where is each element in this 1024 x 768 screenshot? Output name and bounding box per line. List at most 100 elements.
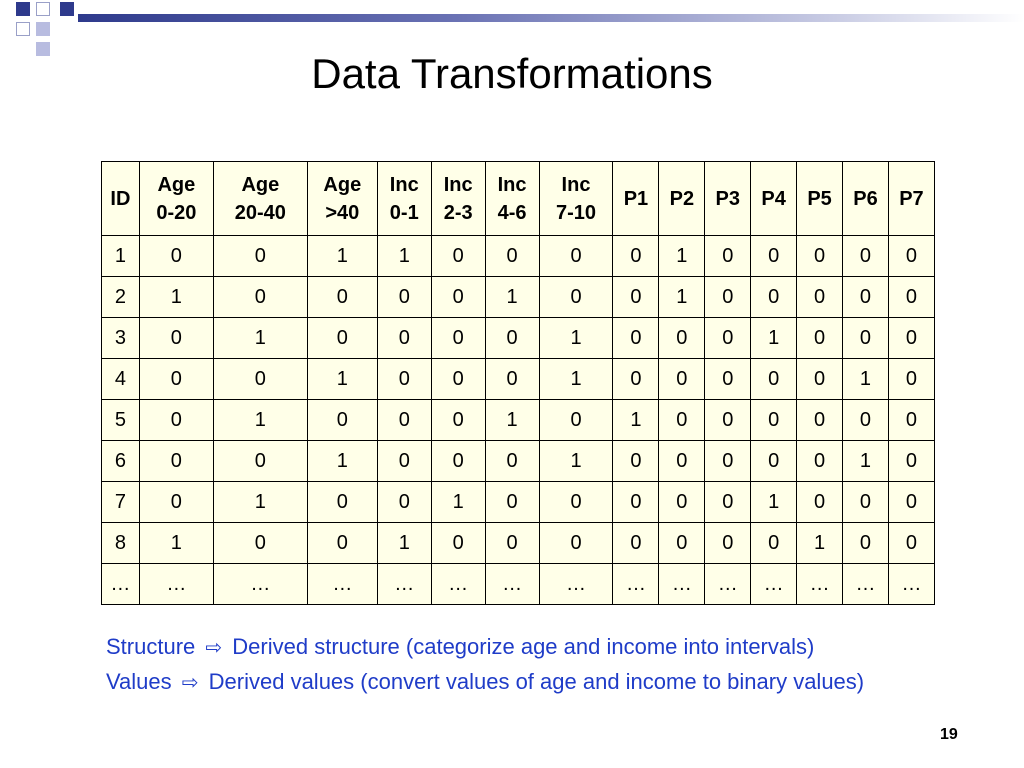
table-cell: 1 [658,276,706,318]
table-cell: 0 [306,317,378,359]
column-header-line: 2-3 [443,201,473,224]
decorative-square [36,42,50,56]
column-header: P7 [887,161,936,236]
decorative-square [36,2,50,16]
table-cell: 1 [842,358,889,400]
table-cell: 0 [842,317,889,359]
table-cell: 0 [212,522,308,564]
decorative-square [16,2,30,16]
column-header-line: P1 [623,187,649,210]
column-header-line: >40 [325,201,360,224]
table-cell: 0 [612,440,660,482]
table-cell: 1 [612,399,660,441]
table-cell: 1 [538,317,614,359]
table-cell: 0 [887,235,936,277]
decorative-square [60,2,74,16]
table-cell: 0 [212,276,308,318]
table-cell: 0 [612,235,660,277]
table-cell: 0 [887,317,936,359]
column-header-line: ID [110,187,131,210]
table-cell: 0 [704,481,752,523]
table-cell: 1 [750,481,798,523]
table-cell: 0 [376,399,432,441]
table-cell: 0 [484,358,540,400]
column-header-line: Age [241,173,280,196]
decorative-square [16,22,30,36]
table-header-row: ID Age 0-20 Age 20-40 Age >40 Inc 0-1 Inc 2-3 Inc 4-… [101,161,936,236]
column-header: P5 [796,161,844,236]
table-cell: 0 [750,399,798,441]
table-cell: 0 [658,481,706,523]
table-cell: 0 [658,440,706,482]
note-label: Values [106,669,172,694]
table-cell: 8 [101,522,140,564]
table-cell: 0 [430,440,486,482]
notes-block: Structure ⇨ Derived structure (categoriz… [106,630,864,700]
table-cell: 1 [306,440,378,482]
column-header-line: Inc [497,173,527,196]
table-cell: 4 [101,358,140,400]
table-cell: 0 [376,440,432,482]
table-cell: 0 [212,235,308,277]
table-cell: … [484,563,540,605]
table-cell: 0 [704,440,752,482]
table-cell: 1 [750,317,798,359]
table-cell: 7 [101,481,140,523]
table-cell: 0 [538,399,614,441]
column-header-line: Age [323,173,362,196]
table-cell: 0 [704,399,752,441]
table-cell: 0 [750,440,798,482]
table-cell: 0 [306,522,378,564]
table-cell: 0 [658,358,706,400]
table-cell: 0 [842,522,889,564]
table-cell: 1 [306,235,378,277]
table-cell: 0 [538,235,614,277]
column-header-line: Inc [389,173,419,196]
table-cell: 0 [887,481,936,523]
table-cell: 0 [750,358,798,400]
table-cell: … [887,563,936,605]
table-cell: 6 [101,440,140,482]
table-cell: … [101,563,140,605]
right-arrow-icon: ⇨ [205,637,223,659]
table-cell: 1 [212,399,308,441]
table-cell: 0 [796,317,844,359]
table-cell: 0 [538,522,614,564]
table-cell: 0 [138,317,214,359]
table-cell: 0 [138,358,214,400]
table-cell: 0 [138,235,214,277]
table-cell: 0 [612,276,660,318]
table-cell: … [430,563,486,605]
slide-title: Data Transformations [311,50,713,97]
column-header-line: 20-40 [234,201,286,224]
table-cell: 0 [704,276,752,318]
column-header-line: Age [157,173,196,196]
column-header: ID [101,161,140,236]
column-header-line: P7 [899,187,924,210]
table-cell: 0 [306,481,378,523]
column-header: P3 [704,161,752,236]
table-cell: 0 [750,276,798,318]
table-cell: 0 [750,522,798,564]
table-cell: 0 [887,522,936,564]
table-cell: 0 [430,399,486,441]
table-cell: 0 [138,481,214,523]
column-header: Age >40 [306,161,378,236]
table-cell: 0 [430,522,486,564]
table-cell: 0 [704,317,752,359]
table-cell: 1 [306,358,378,400]
table-cell: 1 [138,276,214,318]
table-cell: 0 [704,235,752,277]
table-cell: 0 [750,235,798,277]
table-cell: 0 [842,235,889,277]
table-cell: 1 [138,522,214,564]
table-cell: 1 [212,317,308,359]
table-cell: 0 [612,481,660,523]
note-text: Derived values (convert values of age an… [208,669,865,694]
table-cell: 0 [430,317,486,359]
table-cell: 2 [101,276,140,318]
